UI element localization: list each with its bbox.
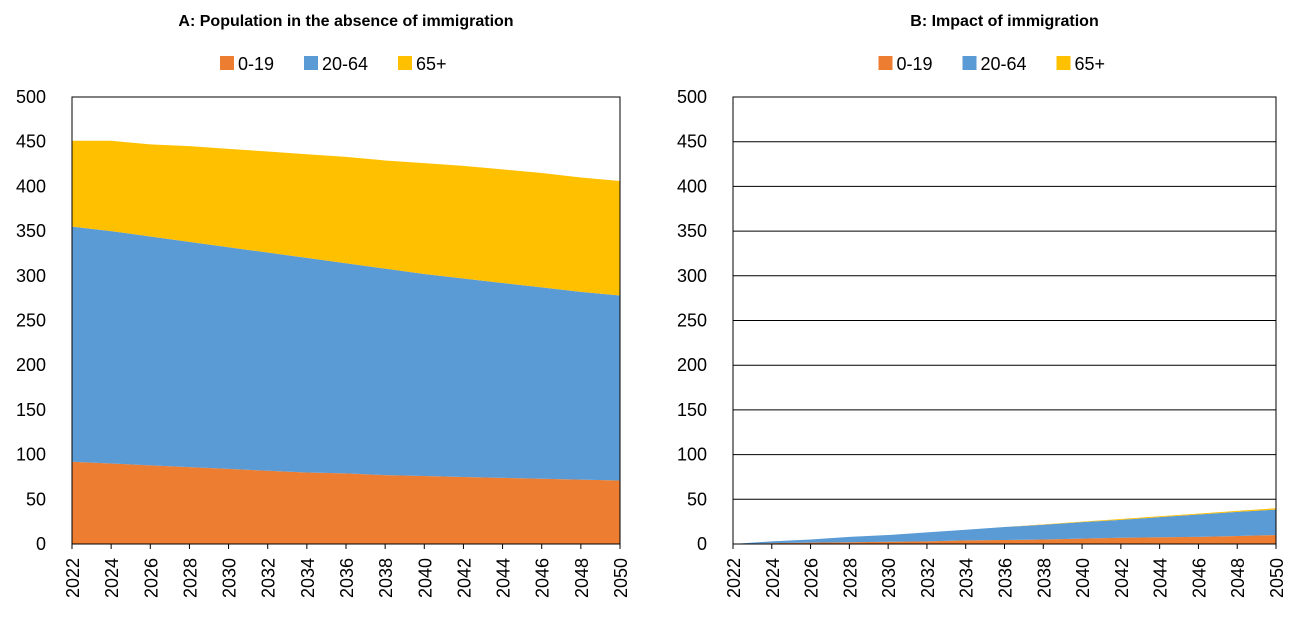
x-tick-label: 2042	[1112, 558, 1132, 598]
legend-label: 0-19	[238, 54, 274, 74]
legend-swatch	[1056, 56, 1071, 70]
legend-label: 20-64	[322, 54, 368, 74]
x-tick-label: 2046	[533, 558, 553, 598]
y-tick-label: 400	[677, 176, 707, 196]
y-tick-label: 300	[16, 266, 46, 286]
y-tick-label: 200	[677, 355, 707, 375]
legend-label: 65+	[1075, 54, 1106, 74]
y-tick-label: 100	[677, 445, 707, 465]
y-tick-label: 450	[677, 132, 707, 152]
y-tick-label: 50	[26, 489, 46, 509]
x-tick-label: 2022	[63, 558, 83, 598]
x-tick-label: 2048	[572, 558, 592, 598]
x-tick-label: 2032	[259, 558, 279, 598]
y-tick-label: 450	[16, 132, 46, 152]
chart-title: B: Impact of immigration	[910, 13, 1098, 30]
x-tick-label: 2024	[763, 558, 783, 598]
x-tick-label: 2044	[494, 558, 514, 598]
area	[733, 535, 1276, 544]
x-tick-label: 2044	[1151, 558, 1171, 598]
legend: 0-19 20-64 65+	[220, 54, 447, 74]
x-tick-label: 2030	[220, 558, 240, 598]
x-tick-label: 2030	[879, 558, 899, 598]
legend-label: 65+	[416, 54, 447, 74]
x-tick-label: 2036	[337, 558, 357, 598]
y-tick-label: 500	[677, 87, 707, 107]
x-tick-label: 2040	[415, 558, 435, 598]
x-tick-label: 2038	[376, 558, 396, 598]
area	[72, 226, 620, 481]
y-tick-label: 150	[16, 400, 46, 420]
chart-title: A: Population in the absence of immigrat…	[178, 13, 513, 30]
y-tick-label: 50	[687, 489, 707, 509]
x-tick-label: 2048	[1228, 558, 1248, 598]
y-tick-label: 250	[16, 311, 46, 331]
x-tick-label: 2034	[957, 558, 977, 598]
x-tick-label: 2032	[918, 558, 938, 598]
y-tick-label: 150	[677, 400, 707, 420]
x-tick-label: 2046	[1189, 558, 1209, 598]
y-tick-label: 0	[36, 534, 46, 554]
x-tick-label: 2050	[611, 558, 631, 598]
legend-swatch	[220, 56, 234, 70]
y-tick-label: 350	[16, 221, 46, 241]
x-tick-label: 2036	[996, 558, 1016, 598]
legend-swatch	[878, 56, 893, 70]
x-tick-label: 2026	[802, 558, 822, 598]
y-tick-label: 350	[677, 221, 707, 241]
legend-label: 0-19	[897, 54, 933, 74]
y-tick-label: 500	[16, 87, 46, 107]
x-tick-label: 2024	[102, 558, 122, 598]
area	[72, 461, 620, 544]
y-tick-label: 400	[16, 176, 46, 196]
y-tick-label: 100	[16, 445, 46, 465]
legend-swatch	[962, 56, 977, 70]
legend-label: 20-64	[981, 54, 1027, 74]
y-tick-label: 300	[677, 266, 707, 286]
x-tick-label: 2022	[724, 558, 744, 598]
y-tick-label: 0	[697, 534, 707, 554]
x-tick-label: 2026	[141, 558, 161, 598]
area	[733, 509, 1276, 544]
x-tick-label: 2038	[1034, 558, 1054, 598]
y-tick-label: 250	[677, 311, 707, 331]
x-tick-label: 2028	[180, 558, 200, 598]
legend-swatch	[304, 56, 318, 70]
legend-swatch	[398, 56, 412, 70]
x-tick-label: 2042	[454, 558, 474, 598]
x-tick-label: 2034	[298, 558, 318, 598]
y-tick-label: 200	[16, 355, 46, 375]
legend: 0-19 20-64 65+	[878, 54, 1106, 74]
area	[72, 140, 620, 296]
x-tick-label: 2050	[1267, 558, 1287, 598]
x-tick-label: 2040	[1073, 558, 1093, 598]
x-tick-label: 2028	[840, 558, 860, 598]
